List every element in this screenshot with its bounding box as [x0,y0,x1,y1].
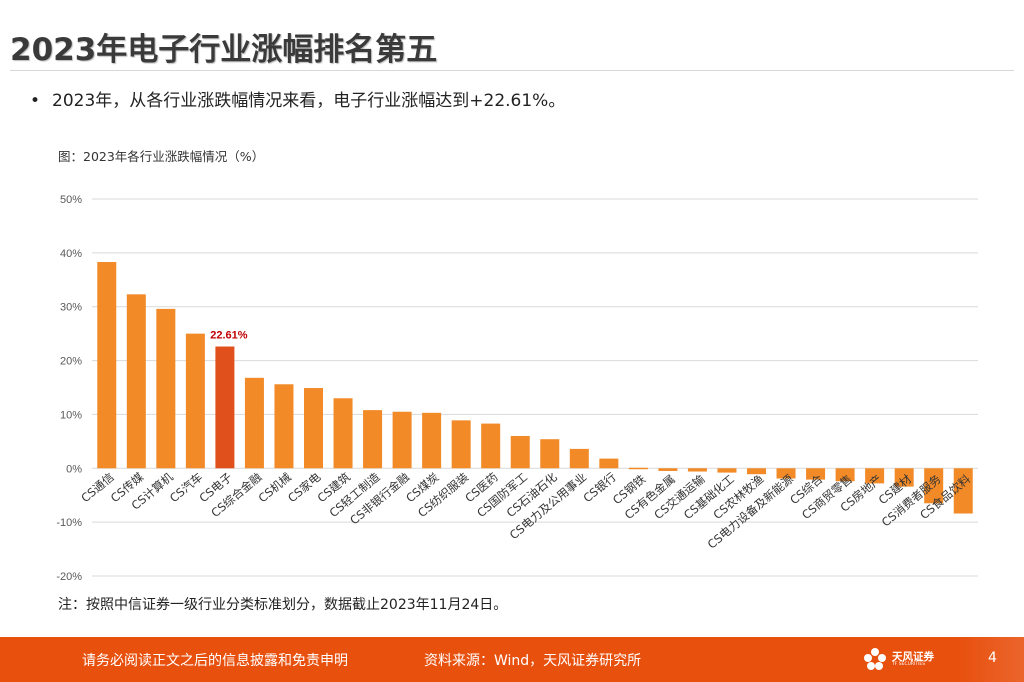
bar-layer [97,262,973,514]
bar-CS消费者服务 [924,468,944,504]
flower-icon [864,648,886,670]
bar-CS家电 [304,388,323,469]
page-title: 2023年电子行业涨幅排名第五 [10,32,438,68]
x-tick-label: CS通信 [78,470,116,505]
footer-decoration [958,637,1024,682]
footer-bar: 请务必阅读正文之后的信息披露和免责申明 资料来源：Wind，天风证券研究所 天风… [0,637,1024,682]
y-tick-label: 30% [60,302,82,314]
bar-CS非银行金融 [392,411,412,469]
bar-CS商贸零售 [835,468,855,482]
bar-CS石油石化 [540,439,560,469]
logo-name: 天风证券 [892,651,934,663]
y-tick-label: 40% [60,248,82,260]
bar-CS银行 [599,458,619,469]
y-tick-label: -20% [56,571,82,583]
title-divider [10,70,1014,71]
bar-CS交通运输 [687,468,707,472]
bar-CS农林牧渔 [747,468,766,475]
bar-CS建筑 [333,398,353,469]
bar-CS纺织服装 [451,420,471,469]
bar-CS传媒 [126,294,146,469]
y-tick-label: -10% [56,517,82,529]
bar-CS建材 [894,468,914,487]
footnote: 注：按照中信证券一级行业分类标准划分，数据截止2023年11月24日。 [58,597,508,613]
bar-CS钢铁 [628,467,648,470]
bar-CS计算机 [156,308,176,469]
bar-CS通信 [97,262,117,469]
bullet-point: • 2023年，从各行业涨跌幅情况来看，电子行业涨幅达到+22.61%。 [30,86,565,111]
figure-caption: 图：2023年各行业涨跌幅情况（%） [58,149,265,164]
bar-CS综合金融 [244,377,264,469]
page-number: 4 [988,650,997,666]
bar-CS国防军工 [510,435,530,469]
y-tick-label: 50% [60,194,82,206]
bar-CS电力设备及新能源 [776,468,796,479]
bar-CS基础化工 [717,468,737,473]
disclaimer-link[interactable]: 请务必阅读正文之后的信息披露和免责申明 [82,653,348,669]
data-label: 22.61% [210,330,248,342]
bar-CS有色金属 [658,468,678,471]
bullet-text: 2023年，从各行业涨跌幅情况来看，电子行业涨幅达到+22.61%。 [52,91,566,111]
logo-subtitle: TF SECURITIES [892,662,926,667]
bar-CS煤炭 [422,412,442,469]
bar-CS医药 [481,423,501,469]
bar-chart: 50%40%30%20%10%0%-10%-20% CS通信CS传媒CS计算机C… [56,194,978,583]
bar-CS机械 [274,384,294,469]
y-tick-label: 10% [60,409,82,421]
company-logo: 天风证券 TF SECURITIES [862,645,952,675]
y-tick-label: 0% [66,463,82,475]
bar-CS食品饮料 [953,468,973,514]
bullet-marker: • [30,91,41,111]
grid-layer: 50% 40% 30% 20% 10% 0% -10% -20% [56,194,978,583]
bar-CS汽车 [185,333,205,469]
bar-CS轻工制造 [363,410,383,469]
bar-CS电力及公用事业 [569,448,589,469]
y-tick-label: 20% [60,356,82,368]
bar-CS综合 [806,468,826,480]
source-text: 资料来源：Wind，天风证券研究所 [424,653,642,669]
bar-CS电子 [215,346,235,469]
x-tick-label: CS汽车 [167,470,205,505]
bar-CS房地产 [865,468,885,484]
